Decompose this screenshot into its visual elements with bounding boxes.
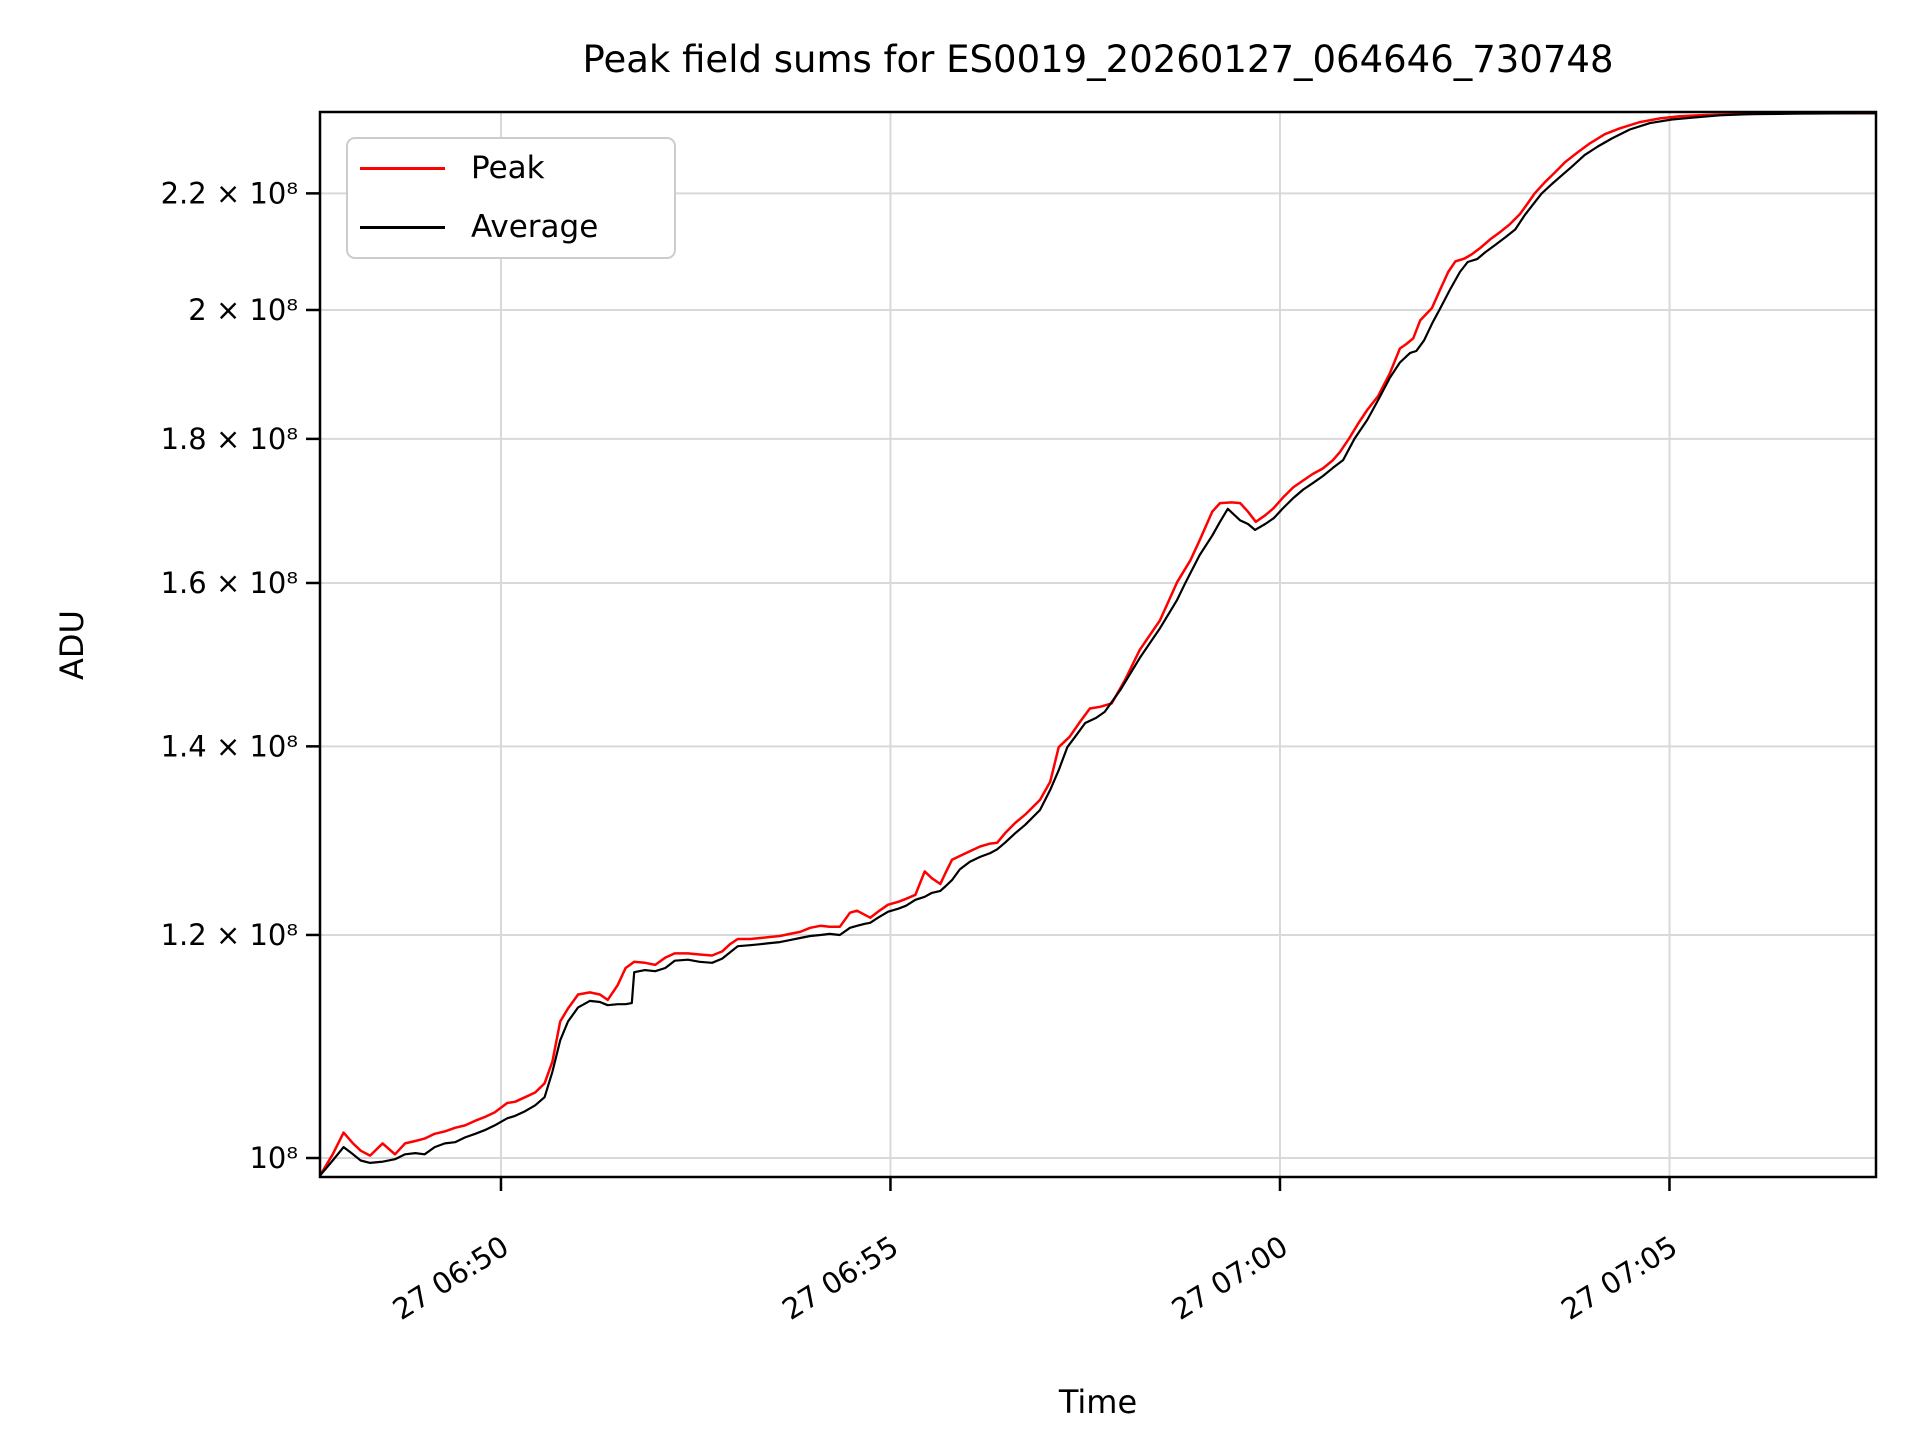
peak-line-swatch bbox=[360, 167, 445, 170]
x-tick-label-0: 27 06:50 bbox=[387, 1229, 515, 1327]
y-tick-label-2: 1.4 × 10⁸ bbox=[161, 729, 298, 763]
legend-label-average: Average bbox=[471, 209, 599, 245]
legend-item-peak: Peak bbox=[348, 153, 674, 184]
y-tick-label-6: 2.2 × 10⁸ bbox=[161, 176, 298, 210]
x-tick-label-2: 27 07:00 bbox=[1166, 1229, 1294, 1327]
y-tick-label-0: 10⁸ bbox=[249, 1141, 298, 1175]
y-axis-label: ADU bbox=[53, 610, 91, 680]
series-average-line bbox=[319, 112, 1876, 1177]
y-tick-label-3: 1.6 × 10⁸ bbox=[161, 566, 298, 600]
y-tick-label-4: 1.8 × 10⁸ bbox=[161, 422, 298, 456]
chart-title: Peak field sums for ES0019_20260127_0646… bbox=[582, 38, 1614, 81]
legend-item-average: Average bbox=[348, 212, 674, 243]
legend-label-peak: Peak bbox=[471, 150, 545, 186]
average-line-swatch bbox=[360, 226, 445, 229]
series-peak-line bbox=[319, 111, 1876, 1176]
x-tick-label-1: 27 06:55 bbox=[776, 1229, 904, 1327]
x-axis-label: Time bbox=[1058, 1383, 1138, 1421]
y-tick-label-5: 2 × 10⁸ bbox=[188, 293, 298, 327]
x-tick-label-3: 27 07:05 bbox=[1555, 1229, 1683, 1327]
y-tick-label-1: 1.2 × 10⁸ bbox=[161, 918, 298, 952]
axes-spines bbox=[318, 110, 1878, 1179]
legend-box: Peak Average bbox=[346, 137, 676, 259]
